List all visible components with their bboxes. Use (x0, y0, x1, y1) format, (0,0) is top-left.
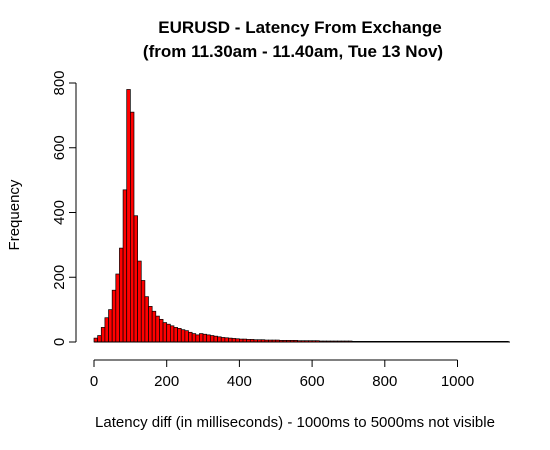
histogram-bar (195, 334, 200, 343)
x-axis-label: Latency diff (in milliseconds) - 1000ms … (95, 414, 495, 431)
histogram-bar (155, 315, 160, 343)
histogram-bar (100, 327, 106, 343)
histogram-bar (108, 309, 113, 343)
histogram-bar (151, 310, 157, 343)
y-tick-label: 600 (51, 135, 68, 160)
histogram-bar (144, 296, 149, 343)
histogram-bar (209, 335, 215, 343)
histogram-bar (166, 323, 171, 343)
y-tick-label: 400 (51, 200, 68, 225)
histogram-bar (162, 322, 168, 343)
histogram-bar (220, 337, 226, 343)
x-tick-label: 600 (300, 373, 325, 390)
histogram-bar (228, 337, 233, 343)
x-tick-label: 1000 (441, 373, 474, 390)
histogram-bar (224, 337, 229, 343)
chart-subtitle: (from 11.30am - 11.40am, Tue 13 Nov) (143, 42, 443, 61)
histogram-bar (199, 333, 204, 343)
chart-title: EURUSD - Latency From Exchange (158, 18, 441, 37)
histogram-bar (111, 289, 117, 343)
histogram-bar (169, 325, 175, 343)
histogram-bar (180, 329, 186, 343)
histogram-bar (137, 260, 142, 343)
y-tick-label: 200 (51, 265, 68, 290)
histogram-bar (177, 328, 182, 343)
histogram-bar (126, 89, 131, 343)
x-tick-label: 800 (372, 373, 397, 390)
x-tick-label: 400 (227, 373, 252, 390)
histogram-bar (159, 318, 164, 343)
histogram-bar (115, 273, 120, 343)
histogram-bar (202, 333, 208, 343)
histogram-bar (217, 336, 222, 343)
histogram-bar (191, 333, 197, 343)
histogram-bar (231, 338, 237, 343)
histogram-bar (130, 111, 135, 343)
y-axis-label: Frequency (6, 179, 23, 250)
y-axis-ticks: 0 200 400 600 800 (51, 70, 76, 346)
histogram-bar (140, 280, 146, 343)
x-tick-label: 0 (90, 373, 98, 390)
x-tick-label: 200 (154, 373, 179, 390)
histogram-bar (93, 337, 98, 343)
histogram-bar (173, 327, 178, 343)
histogram-bar (119, 247, 124, 343)
histogram-bar (206, 334, 211, 343)
histogram-bar (184, 330, 189, 343)
histogram-bar (133, 215, 138, 343)
y-tick-label: 800 (51, 70, 68, 95)
histogram-bar (213, 335, 218, 343)
histogram-bar (104, 317, 109, 343)
histogram-bar (97, 335, 102, 343)
histogram-bar (188, 331, 193, 343)
histogram-bar (122, 189, 128, 343)
histogram-bar (148, 306, 153, 343)
histogram-bars (93, 89, 510, 343)
y-tick-label: 0 (51, 338, 68, 346)
x-axis-ticks: 0 200 400 600 800 1000 (90, 360, 474, 390)
